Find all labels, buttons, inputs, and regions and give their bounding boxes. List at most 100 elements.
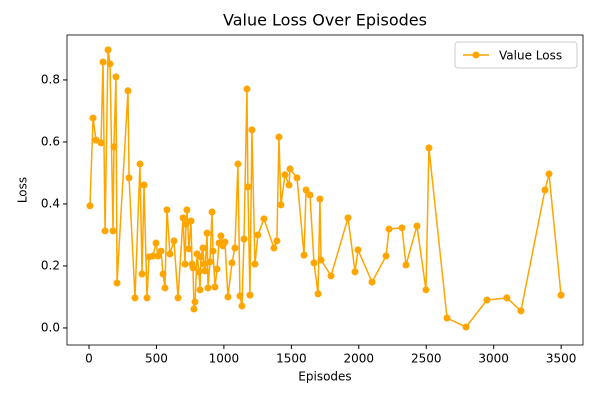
plot-frame (66, 34, 584, 346)
data-point (206, 258, 214, 266)
x-tick-label: 2500 (411, 352, 442, 366)
data-point (244, 183, 252, 191)
data-point (281, 171, 289, 179)
data-point (89, 114, 97, 122)
legend-marker (472, 51, 480, 59)
data-point (248, 126, 256, 134)
y-tick-label: 0.8 (41, 72, 60, 86)
data-point (200, 260, 208, 268)
data-point (112, 73, 120, 81)
data-point (316, 195, 324, 203)
x-tick-label: 500 (145, 352, 168, 366)
data-point (110, 143, 118, 151)
data-point (170, 237, 178, 245)
data-point (517, 307, 525, 315)
y-axis-label: Loss (16, 177, 30, 203)
x-tick-label: 3500 (546, 352, 577, 366)
data-point (190, 305, 198, 313)
data-point (189, 264, 197, 272)
data-point (179, 214, 187, 222)
data-point (557, 291, 565, 299)
data-point (99, 58, 107, 66)
data-point (109, 227, 117, 235)
data-point (187, 217, 195, 225)
chart-title: Value Loss Over Episodes (223, 11, 427, 30)
data-point (86, 202, 94, 210)
data-point (104, 46, 112, 54)
data-point (354, 246, 362, 254)
data-point (368, 278, 376, 286)
data-point (157, 247, 165, 255)
y-tick-label: 0.0 (41, 320, 60, 334)
data-point (302, 186, 310, 194)
data-point (209, 247, 217, 255)
data-point (277, 201, 285, 209)
data-point (221, 238, 229, 246)
x-tick-label: 1000 (209, 352, 240, 366)
x-axis-label: Episodes (298, 370, 351, 384)
data-point (101, 227, 109, 235)
data-point (246, 291, 254, 299)
data-point (541, 186, 549, 194)
data-point (138, 270, 146, 278)
data-point (182, 220, 190, 228)
data-point (402, 261, 410, 269)
data-point (197, 253, 205, 261)
data-point (270, 244, 278, 252)
data-point (236, 292, 244, 300)
data-point (273, 237, 281, 245)
data-point (243, 85, 251, 93)
data-point (503, 294, 511, 302)
data-point (228, 259, 236, 267)
data-point (181, 260, 189, 268)
data-point (211, 283, 219, 291)
legend-box (454, 41, 578, 69)
data-point (136, 160, 144, 168)
data-point (113, 279, 121, 287)
data-point (425, 144, 433, 152)
data-point (254, 231, 262, 239)
data-point (382, 252, 390, 260)
data-point (385, 225, 393, 233)
data-line (89, 49, 562, 328)
data-point (196, 286, 204, 294)
x-tick-label: 2000 (344, 352, 375, 366)
data-point (163, 206, 171, 214)
data-point (195, 268, 203, 276)
data-point (240, 235, 248, 243)
data-point (201, 267, 209, 275)
data-point (174, 294, 182, 302)
data-point (286, 165, 294, 173)
x-tick-label: 0 (85, 352, 93, 366)
data-point (231, 244, 239, 252)
data-point (125, 174, 133, 182)
data-point (213, 265, 221, 273)
legend-label: Value Loss (499, 49, 562, 63)
data-point (124, 87, 132, 95)
data-point (300, 251, 308, 259)
data-point (224, 293, 232, 301)
y-tick-label: 0.2 (41, 258, 60, 272)
data-point (143, 294, 151, 302)
data-point (183, 206, 191, 214)
x-tick-label: 1500 (276, 352, 307, 366)
data-point (203, 229, 211, 237)
data-point (152, 239, 160, 247)
data-point (234, 160, 242, 168)
y-tick-label: 0.4 (41, 196, 60, 210)
data-point (351, 268, 359, 276)
data-point (545, 170, 553, 178)
data-point (140, 181, 148, 189)
data-point (97, 139, 105, 147)
data-point (344, 214, 352, 222)
data-point (260, 215, 268, 223)
data-point (398, 224, 406, 232)
data-point (462, 323, 470, 331)
data-point (106, 60, 114, 68)
data-point (443, 314, 451, 322)
data-point (159, 270, 167, 278)
data-point (483, 296, 491, 304)
data-point (149, 252, 157, 260)
data-point (191, 298, 199, 306)
